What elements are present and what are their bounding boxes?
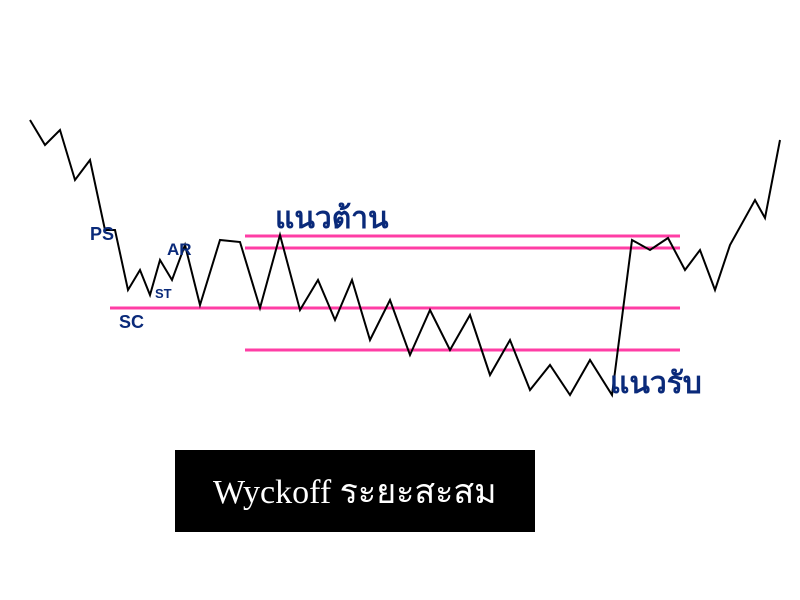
label-ar: AR	[167, 240, 192, 260]
label-st: ST	[155, 286, 172, 301]
price-line	[30, 120, 780, 395]
title-box: Wyckoff ระยะสะสม	[175, 450, 535, 532]
label-sc: SC	[119, 312, 144, 333]
label-support: แนวรับ	[610, 360, 702, 407]
label-ps: PS	[90, 224, 114, 245]
label-resist: แนวต้าน	[275, 195, 389, 242]
title-text: Wyckoff ระยะสะสม	[213, 474, 497, 511]
